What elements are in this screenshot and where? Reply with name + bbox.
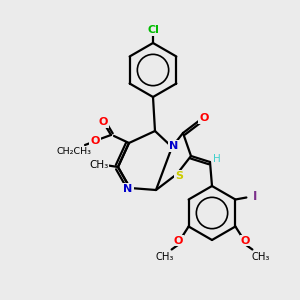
Text: I: I	[253, 190, 258, 203]
Text: Cl: Cl	[147, 25, 159, 35]
Text: N: N	[169, 141, 178, 151]
Text: CH₃: CH₃	[155, 251, 174, 262]
Text: H: H	[213, 154, 221, 164]
Text: O: O	[199, 113, 209, 123]
Text: O: O	[98, 117, 108, 127]
Text: S: S	[175, 171, 183, 181]
Text: CH₃: CH₃	[251, 251, 270, 262]
Text: CH₂CH₃: CH₂CH₃	[56, 146, 92, 155]
Text: O: O	[241, 236, 250, 245]
Text: O: O	[90, 136, 100, 146]
Text: O: O	[174, 236, 183, 245]
Text: N: N	[123, 184, 133, 194]
Text: CH₃: CH₃	[89, 160, 109, 170]
